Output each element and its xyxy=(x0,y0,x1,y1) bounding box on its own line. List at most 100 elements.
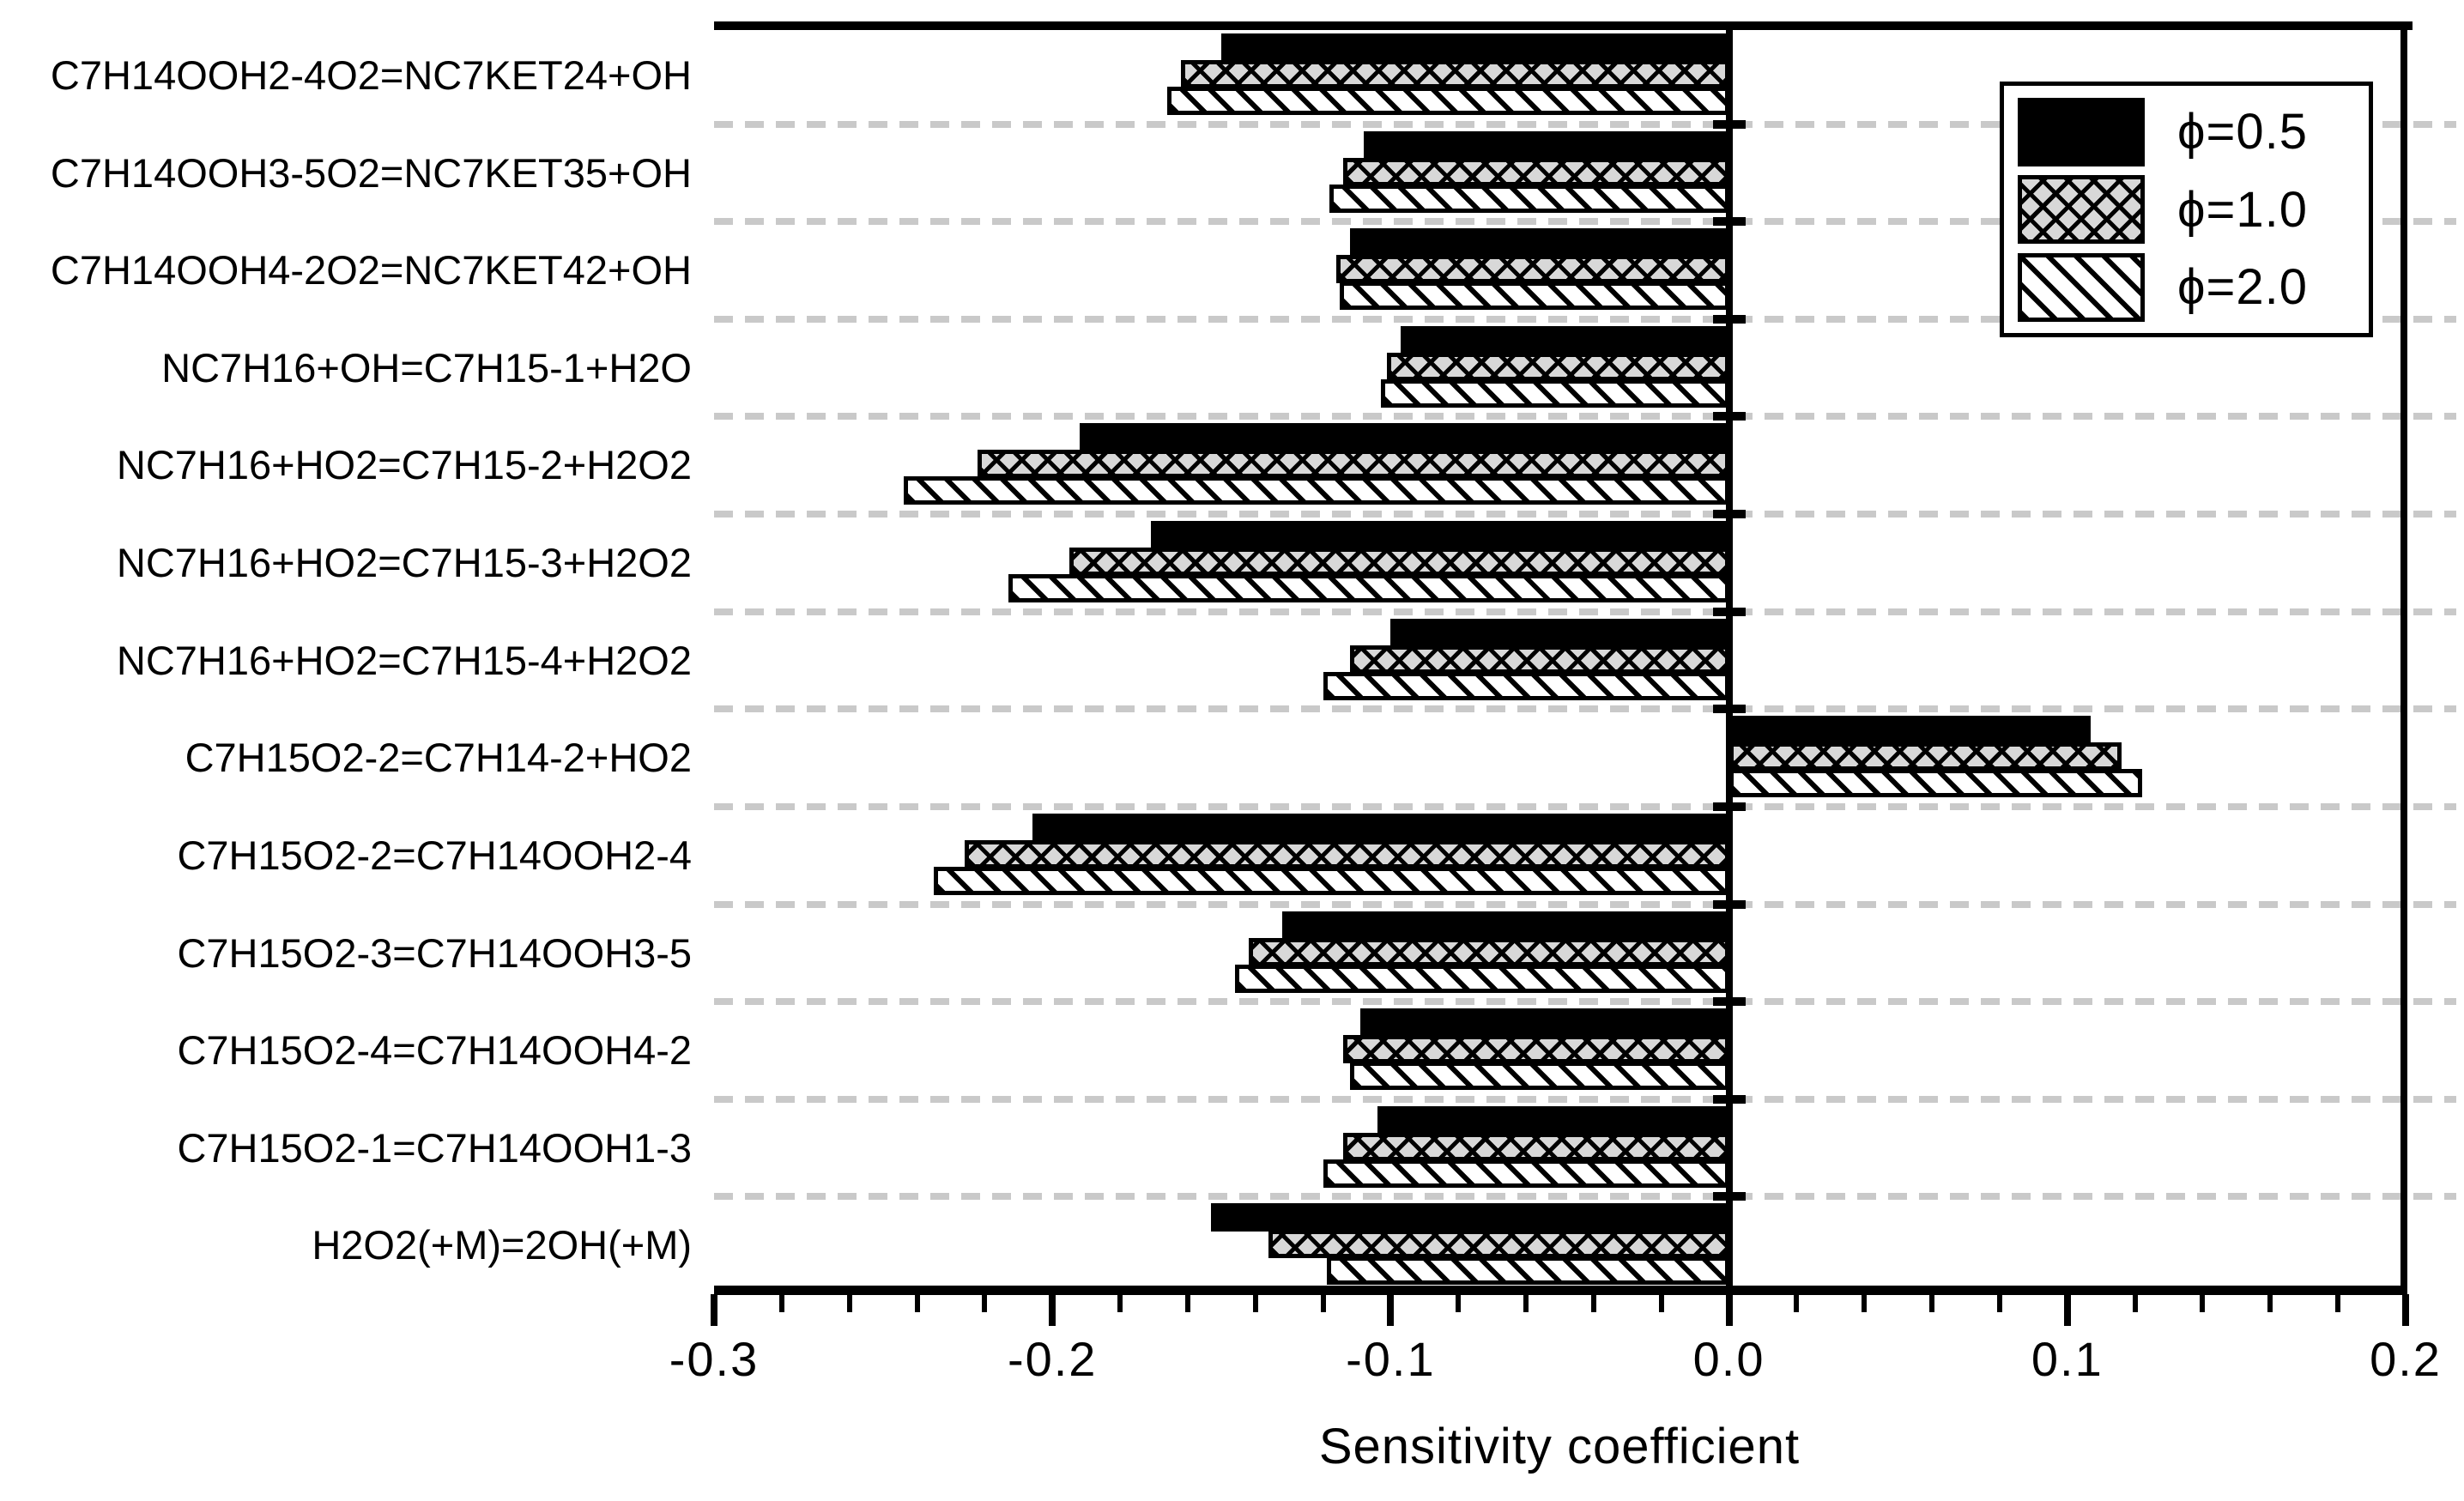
bar-diagonal xyxy=(1235,964,1729,993)
zero-axis-tick xyxy=(1712,607,1746,616)
bar-crosshatch xyxy=(1343,1132,1729,1161)
x-axis-minor-tick xyxy=(1456,1294,1462,1312)
bar-diagonal xyxy=(1323,671,1729,700)
bar-solid xyxy=(1728,716,2092,745)
bar-solid xyxy=(1282,911,1729,940)
x-axis-minor-tick xyxy=(778,1294,784,1312)
x-axis-minor-tick xyxy=(2335,1294,2341,1312)
bar-diagonal xyxy=(1323,1159,1729,1188)
zero-axis-line xyxy=(1725,27,1733,1294)
bar-crosshatch xyxy=(1248,937,1729,966)
legend-item: ϕ=1.0 xyxy=(2004,172,2369,246)
plot-border-top xyxy=(714,21,2413,30)
bar-crosshatch xyxy=(1350,645,1729,674)
reaction-label: C7H15O2-3=C7H14OOH3-5 xyxy=(177,929,692,976)
bar-solid xyxy=(1377,1105,1729,1135)
x-axis-major-tick xyxy=(711,1294,717,1326)
x-axis-major-tick xyxy=(2402,1294,2409,1326)
legend-item: ϕ=2.0 xyxy=(2004,251,2369,324)
bar-diagonal xyxy=(1329,184,1729,213)
reaction-label: C7H14OOH2-4O2=NC7KET24+OH xyxy=(50,52,692,98)
reaction-label: NC7H16+HO2=C7H15-3+H2O2 xyxy=(116,540,692,586)
gridline xyxy=(714,1193,2456,1201)
gridline xyxy=(714,900,2456,908)
legend-label: ϕ=0.5 xyxy=(2177,104,2308,160)
gridline xyxy=(714,511,2456,518)
zero-axis-tick xyxy=(1712,217,1746,227)
bar-diagonal xyxy=(1008,574,1729,603)
legend-swatch-crosshatch xyxy=(2018,175,2145,244)
x-axis-tick-label: -0.2 xyxy=(1007,1332,1098,1386)
x-axis-minor-tick xyxy=(982,1294,988,1312)
zero-axis-tick xyxy=(1712,314,1746,324)
x-axis-minor-tick xyxy=(1252,1294,1258,1312)
bar-solid xyxy=(1211,1203,1729,1232)
x-axis-minor-tick xyxy=(1320,1294,1326,1312)
legend-item: ϕ=0.5 xyxy=(2004,95,2369,169)
bar-diagonal xyxy=(903,476,1729,505)
bar-solid xyxy=(1221,33,1729,62)
reaction-label: C7H14OOH4-2O2=NC7KET42+OH xyxy=(50,247,692,294)
zero-axis-tick xyxy=(1712,802,1746,811)
x-axis-major-tick xyxy=(2063,1294,2071,1326)
bar-diagonal xyxy=(1167,87,1729,115)
bar-diagonal xyxy=(1380,378,1729,408)
bar-crosshatch xyxy=(964,839,1729,869)
legend-label: ϕ=1.0 xyxy=(2177,181,2308,238)
gridline xyxy=(714,315,2456,323)
x-axis-minor-tick xyxy=(2132,1294,2138,1312)
gridline xyxy=(714,802,2456,810)
reaction-label: C7H15O2-2=C7H14-2+HO2 xyxy=(185,735,692,781)
bar-solid xyxy=(1032,813,1729,842)
bar-diagonal xyxy=(1728,769,2142,798)
gridline xyxy=(714,608,2456,615)
legend-label: ϕ=2.0 xyxy=(2177,259,2308,315)
x-axis-minor-tick xyxy=(1590,1294,1596,1312)
plot-border-right xyxy=(2400,27,2407,1294)
reaction-label: H2O2(+M)=2OH(+M) xyxy=(312,1222,692,1268)
gridline xyxy=(714,705,2456,713)
zero-axis-tick xyxy=(1712,119,1746,129)
x-axis-tick-label: -0.3 xyxy=(669,1332,760,1386)
bar-crosshatch xyxy=(1343,1035,1729,1064)
x-axis-minor-tick xyxy=(1658,1294,1664,1312)
bar-solid xyxy=(1079,423,1729,452)
bar-solid xyxy=(1359,1008,1729,1038)
bar-crosshatch xyxy=(1387,352,1729,381)
bar-diagonal xyxy=(934,866,1729,895)
bar-crosshatch xyxy=(1268,1230,1729,1259)
gridline xyxy=(714,218,2456,226)
zero-axis-tick xyxy=(1712,997,1746,1007)
gridline xyxy=(714,998,2456,1006)
x-axis-minor-tick xyxy=(1523,1294,1529,1312)
bar-solid xyxy=(1350,228,1729,257)
x-axis-tick-label: 0.1 xyxy=(2031,1332,2104,1386)
bar-crosshatch xyxy=(1180,60,1729,88)
reaction-label: NC7H16+HO2=C7H15-2+H2O2 xyxy=(116,442,692,488)
bar-crosshatch xyxy=(1336,255,1729,284)
zero-axis-tick xyxy=(1712,1094,1746,1104)
x-axis-minor-tick xyxy=(1996,1294,2002,1312)
zero-axis-tick xyxy=(1712,899,1746,909)
x-axis-minor-tick xyxy=(1929,1294,1935,1312)
x-axis-minor-tick xyxy=(1862,1294,1868,1312)
x-axis-line xyxy=(714,1286,2407,1295)
x-axis-minor-tick xyxy=(2267,1294,2273,1312)
gridline xyxy=(714,120,2456,128)
bar-diagonal xyxy=(1350,1062,1729,1091)
zero-axis-tick xyxy=(1712,1192,1746,1201)
x-axis-minor-tick xyxy=(2200,1294,2206,1312)
bar-crosshatch xyxy=(1343,157,1729,186)
x-axis-major-tick xyxy=(1387,1294,1395,1326)
reaction-label: NC7H16+HO2=C7H15-4+H2O2 xyxy=(116,637,692,683)
zero-axis-tick xyxy=(1712,510,1746,519)
x-axis-major-tick xyxy=(1049,1294,1056,1326)
gridline xyxy=(714,1095,2456,1103)
bar-crosshatch xyxy=(978,450,1729,479)
x-axis-minor-tick xyxy=(1794,1294,1800,1312)
reaction-label: C7H15O2-2=C7H14OOH2-4 xyxy=(177,832,692,878)
x-axis-tick-label: 0.2 xyxy=(2370,1332,2442,1386)
legend-box: ϕ=0.5 ϕ=1.0 ϕ=2.0 xyxy=(2000,82,2373,337)
plot-area: -0.3 -0.2 -0.1 0.0 0.1 0.2 xyxy=(669,21,2456,1386)
